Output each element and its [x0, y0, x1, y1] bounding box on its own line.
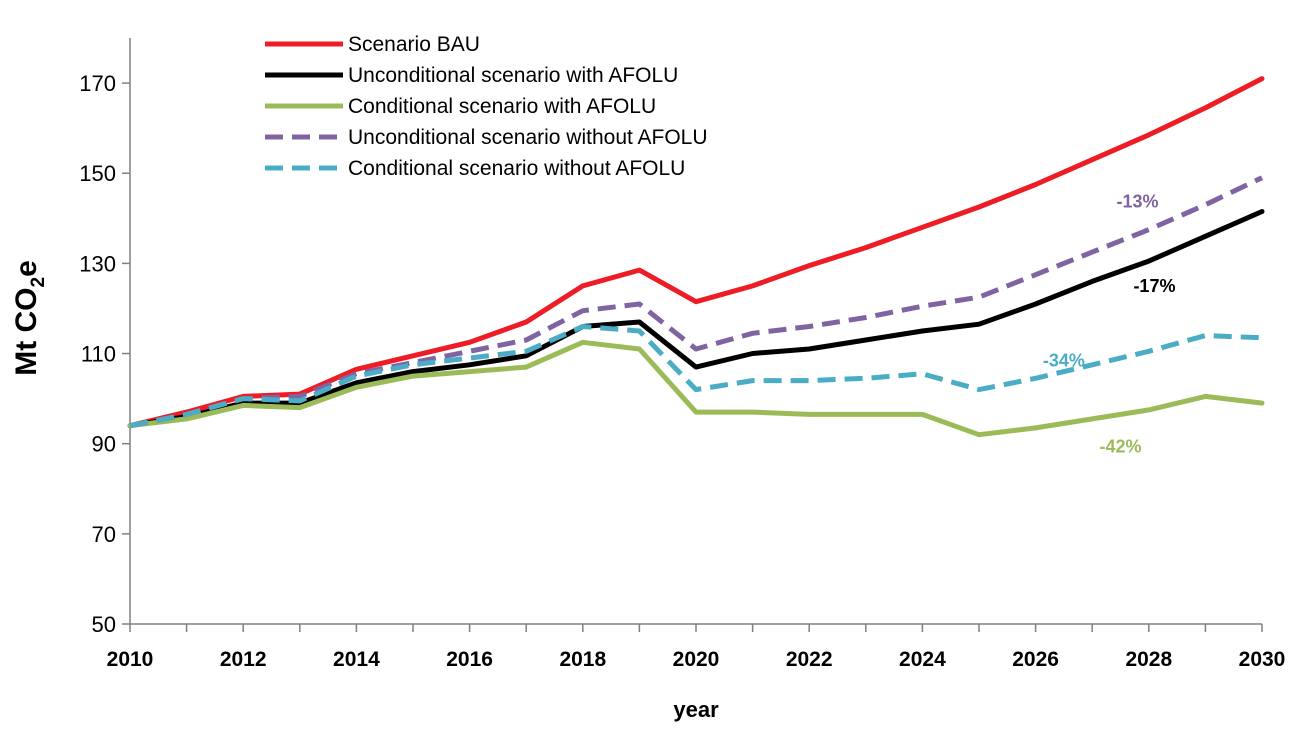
x-tick-label: 2014 [333, 648, 380, 671]
series-line-4 [129, 175, 1264, 429]
annotation-label: -17% [1133, 276, 1175, 296]
x-axis-title: year [673, 697, 719, 722]
x-axis: 2010 2012 2014 2016 2018 2020 2022 2024 2026 2028… [107, 623, 1286, 671]
y-axis-title-tail: e [10, 260, 43, 277]
y-tick-label: 90 [92, 432, 116, 457]
legend-label: Unconditional scenario with AFOLU [348, 64, 678, 87]
y-tick-label: 50 [92, 612, 116, 637]
x-tick-label: 2024 [899, 648, 946, 671]
y-tick-label: 130 [79, 251, 116, 276]
x-tick-label: 2026 [1012, 648, 1059, 671]
legend-label: Scenario BAU [348, 33, 480, 56]
annotations: -13% -17% -34% -42% [1043, 192, 1176, 457]
y-tick-label: 70 [92, 522, 116, 547]
y-tick-label: 150 [79, 161, 116, 186]
series-line-5 [129, 324, 1263, 429]
y-axis: 50 70 90 110 130 150 170 [79, 38, 131, 637]
x-tick-label: 2018 [559, 648, 606, 671]
legend-label: Conditional scenario with AFOLU [348, 95, 656, 118]
x-tick-label: 2022 [786, 648, 833, 671]
annotation-label: -42% [1099, 436, 1141, 456]
x-tick-label: 2016 [446, 648, 493, 671]
annotation-label: -13% [1116, 192, 1158, 212]
series-line-2 [127, 209, 1265, 429]
series-lines [127, 76, 1265, 438]
series-line-1 [127, 76, 1265, 429]
series-line-3 [127, 339, 1265, 438]
legend-label: Unconditional scenario without AFOLU [348, 126, 708, 149]
x-tick-label: 2012 [220, 648, 267, 671]
x-tick-label: 2020 [673, 648, 720, 671]
y-axis-title-subscript: 2 [28, 277, 49, 288]
y-axis-title-main: Mt CO [10, 287, 43, 375]
y-axis-title: Mt CO2e [10, 260, 49, 376]
x-tick-label: 2030 [1239, 648, 1286, 671]
legend: Scenario BAU Unconditional scenario with … [265, 33, 708, 180]
y-tick-label: 110 [81, 342, 116, 367]
annotation-label: -34% [1043, 350, 1085, 370]
legend-label: Conditional scenario without AFOLU [348, 157, 685, 180]
x-tick-label: 2010 [107, 648, 154, 671]
y-tick-label: 170 [79, 71, 116, 96]
x-tick-label: 2028 [1125, 648, 1172, 671]
